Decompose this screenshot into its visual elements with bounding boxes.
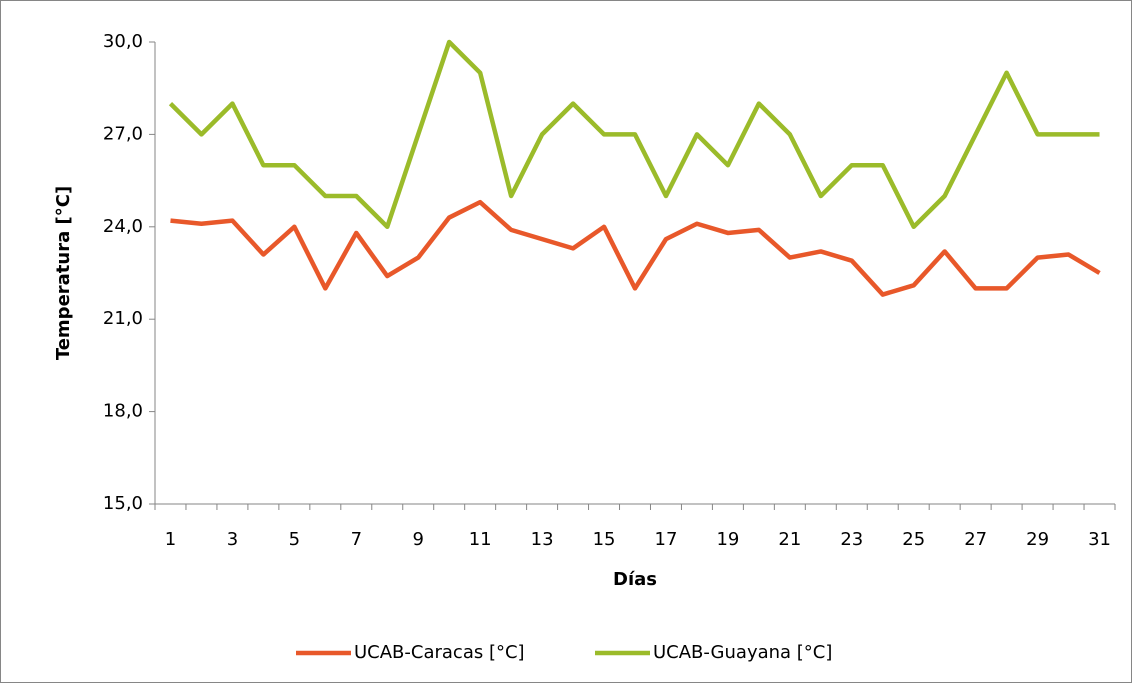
y-tick-label: 27,0 xyxy=(103,123,143,144)
legend-label: UCAB-Caracas [°C] xyxy=(354,642,525,663)
line-series xyxy=(170,199,1101,297)
x-tick-label: 19 xyxy=(716,529,739,550)
y-tick-label: 15,0 xyxy=(103,493,143,514)
y-tick-label: 30,0 xyxy=(103,31,143,52)
y-tick-label: 21,0 xyxy=(103,308,143,329)
x-tick-label: 23 xyxy=(840,529,863,550)
x-tick-label: 7 xyxy=(351,529,362,550)
x-tick-label: 13 xyxy=(531,529,554,550)
y-axis-title: Temperatura [°C] xyxy=(53,186,74,360)
x-tick-label: 29 xyxy=(1026,529,1049,550)
legend-label: UCAB-Guayana [°C] xyxy=(653,642,832,663)
x-tick-label: 25 xyxy=(902,529,925,550)
y-tick-label: 24,0 xyxy=(103,216,143,237)
x-tick-label: 1 xyxy=(165,529,176,550)
line-series xyxy=(168,39,1100,230)
x-tick-label: 21 xyxy=(778,529,801,550)
x-tick-label: 27 xyxy=(964,529,987,550)
x-axis-title: Días xyxy=(613,569,657,590)
x-tick-label: 5 xyxy=(289,529,300,550)
x-tick-label: 31 xyxy=(1088,529,1111,550)
y-tick-label: 18,0 xyxy=(103,401,143,422)
x-tick-label: 3 xyxy=(227,529,238,550)
x-tick-label: 17 xyxy=(655,529,678,550)
x-tick-label: 11 xyxy=(469,529,492,550)
x-tick-label: 15 xyxy=(593,529,616,550)
x-tick-label: 9 xyxy=(412,529,423,550)
